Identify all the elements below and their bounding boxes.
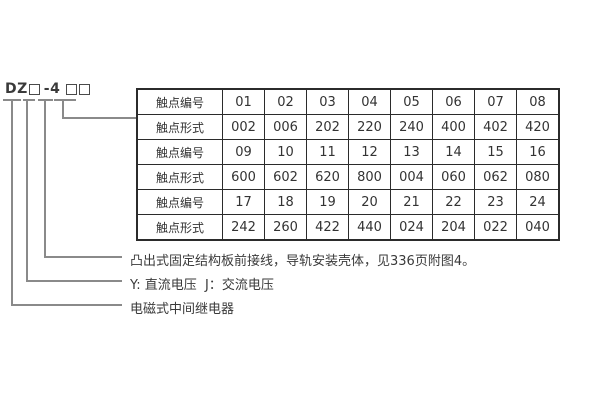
row-header: 触点编号 xyxy=(136,88,223,115)
table-cell: 202 xyxy=(306,114,349,140)
table-cell: 204 xyxy=(432,214,475,241)
table-cell: 22 xyxy=(432,189,475,215)
table-cell: 060 xyxy=(432,164,475,190)
table-cell: 13 xyxy=(390,139,433,165)
table-cell: 600 xyxy=(222,164,265,190)
model-placeholder-box-1 xyxy=(28,83,40,95)
underline-suffix-boxes xyxy=(54,99,76,101)
table-cell: 402 xyxy=(474,114,517,140)
table-cell: 21 xyxy=(390,189,433,215)
table-cell: 260 xyxy=(264,214,307,241)
table-row: 触点编号 01 02 03 04 05 06 07 08 xyxy=(136,88,560,115)
model-middle: -4 xyxy=(43,81,61,97)
leader-horizontal-structure xyxy=(44,256,122,258)
table-cell: 12 xyxy=(348,139,391,165)
leader-horizontal-voltage xyxy=(26,280,122,282)
row-header: 触点编号 xyxy=(136,139,223,165)
table-cell: 15 xyxy=(474,139,517,165)
table-cell: 220 xyxy=(348,114,391,140)
table-cell: 620 xyxy=(306,164,349,190)
table-row: 触点编号 17 18 19 20 21 22 23 24 xyxy=(136,189,560,215)
underline-box1 xyxy=(23,99,35,101)
table-cell: 03 xyxy=(306,88,349,115)
contact-spec-table: 触点编号 01 02 03 04 05 06 07 08 触点形式 002 00… xyxy=(136,88,560,241)
table-cell: 01 xyxy=(222,88,265,115)
table-cell: 040 xyxy=(516,214,560,241)
callout-voltage-label: Y: 直流电压 J：交流电压 xyxy=(130,278,274,293)
table-cell: 080 xyxy=(516,164,560,190)
table-cell: 07 xyxy=(474,88,517,115)
table-cell: 16 xyxy=(516,139,560,165)
table-cell: 400 xyxy=(432,114,475,140)
table-cell: 09 xyxy=(222,139,265,165)
callout-structure-label: 凸出式固定结构板前接线，导轨安装壳体，见336页附图4。 xyxy=(130,254,476,269)
callout-relay-type-label: 电磁式中间继电器 xyxy=(130,302,235,317)
model-prefix: DZ xyxy=(5,81,28,97)
table-row: 触点编号 09 10 11 12 13 14 15 16 xyxy=(136,139,560,165)
leader-horizontal-relay xyxy=(11,304,122,306)
table-cell: 05 xyxy=(390,88,433,115)
table-cell: 062 xyxy=(474,164,517,190)
table-cell: 11 xyxy=(306,139,349,165)
row-header: 触点形式 xyxy=(136,114,223,140)
table-row: 触点形式 242 260 422 440 024 204 022 040 xyxy=(136,214,560,241)
leader-vertical-relay xyxy=(11,99,13,306)
table-cell: 06 xyxy=(432,88,475,115)
table-cell: 022 xyxy=(474,214,517,241)
table-cell: 20 xyxy=(348,189,391,215)
table-cell: 23 xyxy=(474,189,517,215)
table-cell: 440 xyxy=(348,214,391,241)
table-cell: 04 xyxy=(348,88,391,115)
table-cell: 800 xyxy=(348,164,391,190)
row-header: 触点形式 xyxy=(136,164,223,190)
table-cell: 08 xyxy=(516,88,560,115)
table-cell: 004 xyxy=(390,164,433,190)
model-placeholder-box-3 xyxy=(79,83,91,95)
table-cell: 242 xyxy=(222,214,265,241)
table-cell: 602 xyxy=(264,164,307,190)
table-row: 触点形式 002 006 202 220 240 400 402 420 xyxy=(136,114,560,140)
model-code: DZ -4 xyxy=(5,81,91,97)
table-cell: 24 xyxy=(516,189,560,215)
leader-vertical-structure xyxy=(44,99,46,258)
table-cell: 422 xyxy=(306,214,349,241)
table-cell: 14 xyxy=(432,139,475,165)
table-cell: 002 xyxy=(222,114,265,140)
table-cell: 024 xyxy=(390,214,433,241)
row-header: 触点编号 xyxy=(136,189,223,215)
model-placeholder-box-2 xyxy=(66,83,78,95)
leader-horizontal-table xyxy=(62,117,136,119)
table-cell: 17 xyxy=(222,189,265,215)
table-cell: 420 xyxy=(516,114,560,140)
table-cell: 18 xyxy=(264,189,307,215)
table-cell: 02 xyxy=(264,88,307,115)
table-cell: 240 xyxy=(390,114,433,140)
leader-vertical-voltage xyxy=(26,99,28,282)
leader-vertical-table xyxy=(62,99,64,119)
table-cell: 19 xyxy=(306,189,349,215)
table-cell: 006 xyxy=(264,114,307,140)
table-row: 触点形式 600 602 620 800 004 060 062 080 xyxy=(136,164,560,190)
row-header: 触点形式 xyxy=(136,214,223,241)
table-cell: 10 xyxy=(264,139,307,165)
